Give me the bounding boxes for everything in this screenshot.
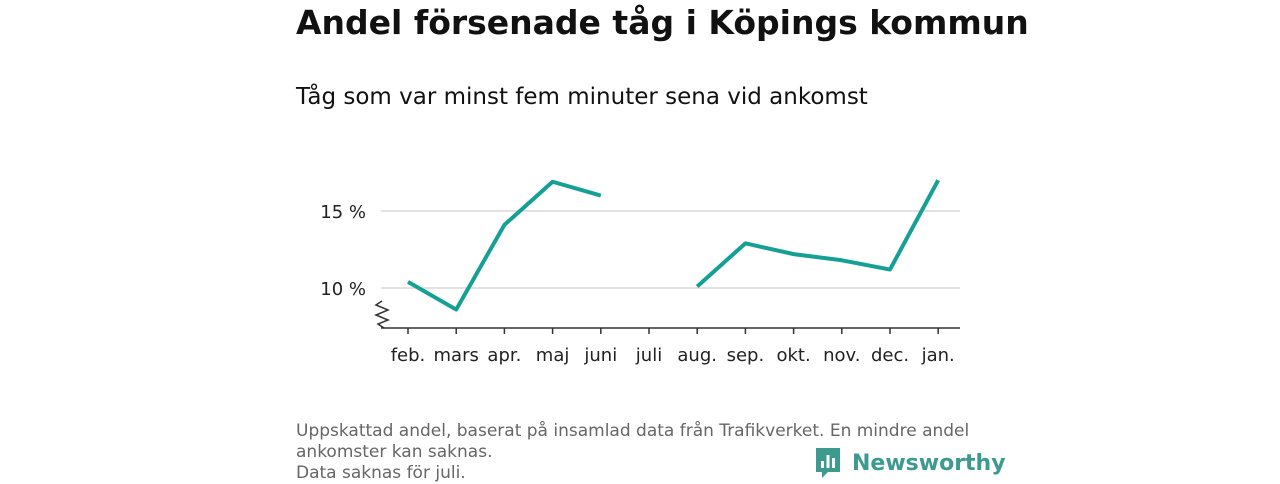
label-layer: 10 % 15 % feb. mars apr. maj juni juli aug. sep. o… — [320, 202, 955, 366]
series-line — [407, 179, 602, 312]
footnote-line: ankomster kan saknas. — [296, 442, 493, 462]
series-layer — [407, 179, 940, 312]
chart-subtitle: Tåg som var minst fem minuter sena vid a… — [296, 84, 868, 110]
footnote-line: Data saknas för juli. — [296, 463, 466, 483]
grid-layer — [381, 210, 960, 289]
footnote-line: Uppskattad andel, baserat på insamlad da… — [296, 421, 970, 441]
newsworthy-logo-icon — [816, 448, 840, 478]
x-tick-label: aug. — [677, 345, 717, 366]
x-tick-label: feb. — [391, 345, 426, 366]
line-chart: 10 % 15 % feb. mars apr. maj juni juli aug. sep. o… — [320, 179, 960, 366]
series-line — [695, 179, 940, 288]
x-tick-label: sep. — [727, 345, 765, 366]
x-tick-label: mars — [434, 345, 479, 366]
y-axis-break-icon — [374, 300, 390, 329]
x-tick-label: jan. — [921, 345, 955, 366]
axis-layer — [374, 300, 960, 334]
y-tick-label: 10 % — [320, 279, 366, 300]
x-tick-label: maj — [536, 345, 570, 366]
x-tick-label: nov. — [823, 345, 860, 366]
x-tick-label: apr. — [487, 345, 521, 366]
x-tick-label: juli — [635, 345, 662, 366]
newsworthy-logo-text: Newsworthy — [852, 450, 1006, 476]
chart-title: Andel försenade tåg i Köpings kommun — [296, 3, 1029, 42]
x-tick-label: dec. — [871, 345, 909, 366]
x-tick-label: okt. — [776, 345, 810, 366]
y-tick-label: 15 % — [320, 202, 366, 223]
x-tick-label: juni — [583, 345, 617, 366]
newsworthy-logo: Newsworthy — [814, 446, 1006, 480]
footnote: Uppskattad andel, baserat på insamlad da… — [296, 421, 996, 484]
